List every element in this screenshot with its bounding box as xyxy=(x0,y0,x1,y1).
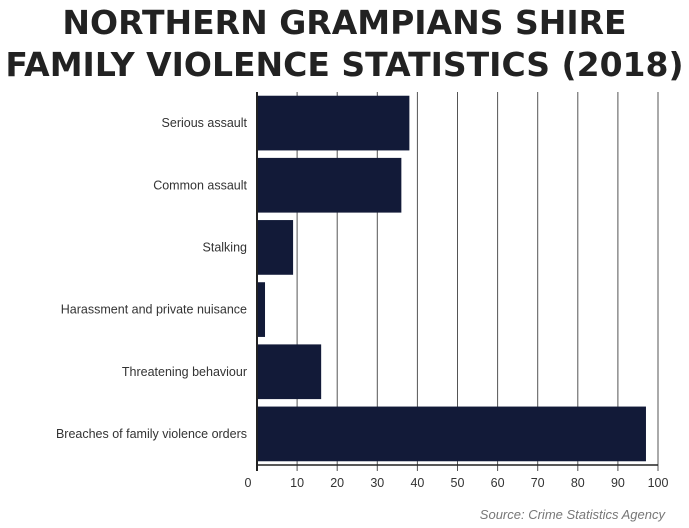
x-tick-label: 50 xyxy=(451,476,465,490)
category-labels: Serious assault Common assault Stalking Har… xyxy=(56,116,248,441)
category-label: Breaches of family violence orders xyxy=(56,427,247,441)
bar-breaches-of-family-violence-orders xyxy=(257,406,646,462)
bar-serious-assault xyxy=(257,95,410,151)
tick-labels: 0 10 20 30 40 50 60 70 80 90 100 xyxy=(245,476,669,490)
x-tick-label: 10 xyxy=(290,476,304,490)
chart-title-line-1: NORTHERN GRAMPIANS SHIRE xyxy=(62,3,627,42)
x-tick-label: 100 xyxy=(648,476,669,490)
x-tick-label: 70 xyxy=(531,476,545,490)
bar-harassment-and-private-nuisance xyxy=(257,282,266,337)
x-tick-label: 60 xyxy=(491,476,505,490)
axes xyxy=(256,92,658,471)
bars xyxy=(257,95,646,462)
x-tick-label: 80 xyxy=(571,476,585,490)
category-label: Common assault xyxy=(153,178,247,192)
bar-threatening-behaviour xyxy=(257,344,322,400)
x-tick-label: 0 xyxy=(245,476,252,490)
bar-stalking xyxy=(257,220,294,275)
x-tick-label: 90 xyxy=(611,476,625,490)
category-label: Stalking xyxy=(203,240,248,254)
category-label: Serious assault xyxy=(162,116,248,130)
source-note: Source: Crime Statistics Agency xyxy=(479,507,665,522)
chart-title: NORTHERN GRAMPIANS SHIRE FAMILY VIOLENCE… xyxy=(0,2,689,86)
x-tick-label: 30 xyxy=(370,476,384,490)
bar-common-assault xyxy=(257,157,402,213)
category-label: Harassment and private nuisance xyxy=(61,303,247,317)
x-tick-label: 40 xyxy=(410,476,424,490)
x-tick-label: 20 xyxy=(330,476,344,490)
chart-title-line-2: FAMILY VIOLENCE STATISTICS (2018) xyxy=(5,45,684,84)
category-label: Threatening behaviour xyxy=(122,365,247,379)
